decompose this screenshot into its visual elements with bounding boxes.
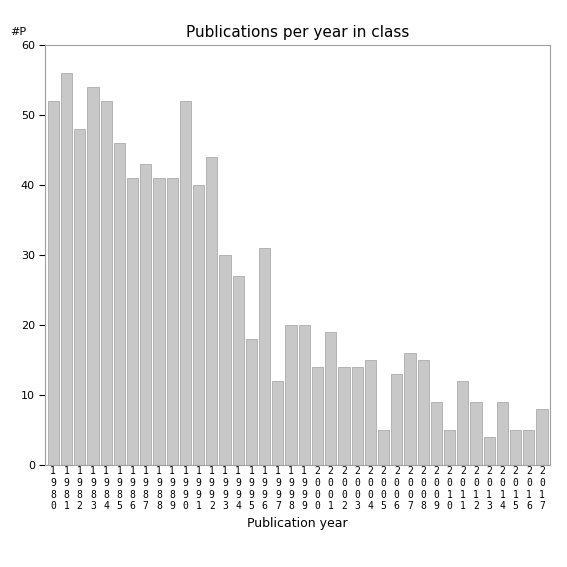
- Bar: [404, 353, 416, 465]
- Bar: [180, 101, 191, 465]
- Bar: [299, 325, 310, 465]
- Bar: [378, 430, 389, 465]
- Bar: [153, 178, 164, 465]
- Bar: [484, 437, 495, 465]
- Bar: [219, 255, 231, 465]
- Bar: [510, 430, 521, 465]
- Bar: [471, 402, 481, 465]
- Bar: [312, 367, 323, 465]
- Bar: [140, 164, 151, 465]
- Text: #P: #P: [10, 27, 26, 37]
- Bar: [87, 87, 99, 465]
- Bar: [523, 430, 535, 465]
- Bar: [246, 339, 257, 465]
- Bar: [338, 367, 349, 465]
- Bar: [391, 374, 403, 465]
- Bar: [417, 360, 429, 465]
- Bar: [444, 430, 455, 465]
- Bar: [285, 325, 297, 465]
- Bar: [325, 332, 336, 465]
- Title: Publications per year in class: Publications per year in class: [186, 25, 409, 40]
- Bar: [232, 276, 244, 465]
- Bar: [74, 129, 85, 465]
- Bar: [206, 157, 217, 465]
- Bar: [497, 402, 508, 465]
- Bar: [61, 73, 72, 465]
- Bar: [193, 185, 204, 465]
- Bar: [167, 178, 178, 465]
- Bar: [259, 248, 270, 465]
- Bar: [352, 367, 363, 465]
- X-axis label: Publication year: Publication year: [247, 517, 348, 530]
- Bar: [365, 360, 376, 465]
- Bar: [431, 402, 442, 465]
- Bar: [127, 178, 138, 465]
- Bar: [536, 409, 548, 465]
- Bar: [48, 101, 59, 465]
- Bar: [272, 381, 284, 465]
- Bar: [100, 101, 112, 465]
- Bar: [457, 381, 468, 465]
- Bar: [114, 143, 125, 465]
